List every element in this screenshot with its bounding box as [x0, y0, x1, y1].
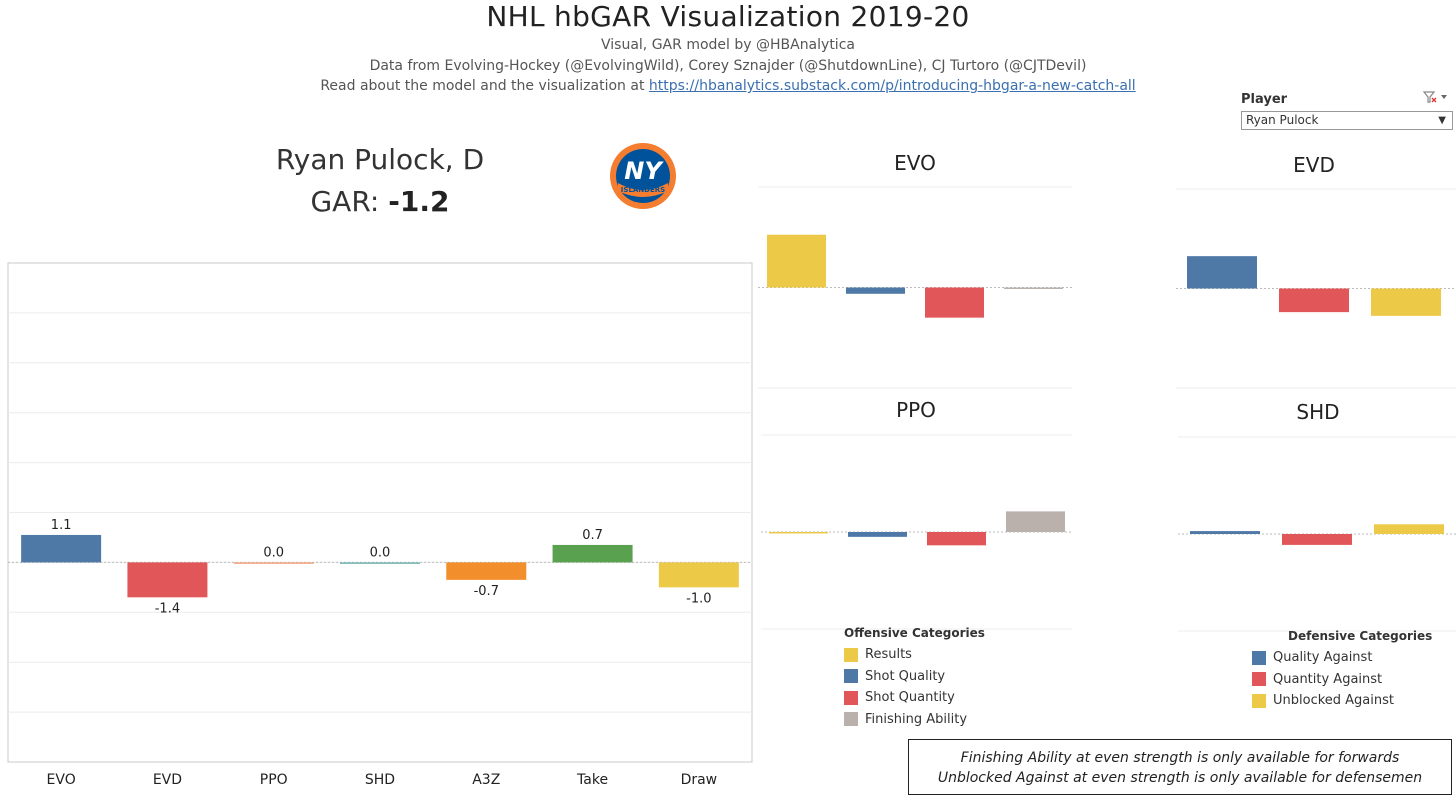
- bar-unblocked-against: [1371, 288, 1441, 316]
- legend-swatch: [844, 669, 858, 684]
- bar-results: [767, 234, 826, 288]
- bar-results: [769, 532, 828, 534]
- panel-title: PPO: [896, 398, 936, 422]
- legend-item: Shot Quantity: [844, 687, 985, 709]
- filter-clear-icon[interactable]: [1422, 90, 1448, 107]
- gar-total: GAR: -1.2: [230, 185, 530, 218]
- legend-item: Finishing Ability: [844, 709, 985, 731]
- bar-evd: [127, 562, 208, 598]
- note-line-2: Unblocked Against at even strength is on…: [937, 770, 1423, 786]
- bar-value-label: 1.1: [51, 518, 72, 533]
- legend-label: Results: [865, 647, 912, 663]
- chevron-down-icon: ▼: [1438, 115, 1446, 126]
- bar-quality-against: [1190, 531, 1260, 534]
- read-more-prefix: Read about the model and the visualizati…: [320, 78, 649, 94]
- ppo-breakdown-chart: PPO: [761, 398, 1072, 630]
- x-tick-label: PPO: [260, 772, 288, 788]
- bar-value-label: 0.7: [582, 528, 603, 543]
- article-link[interactable]: https://hbanalytics.substack.com/p/intro…: [648, 78, 1136, 94]
- bar-finishing-ability: [1004, 287, 1063, 289]
- evo-breakdown-chart: EVO: [758, 151, 1072, 389]
- legend-label: Unblocked Against: [1273, 693, 1394, 709]
- bar-evo: [21, 534, 102, 563]
- legend-swatch: [844, 647, 858, 662]
- x-tick-label: EVD: [153, 772, 182, 788]
- availability-note: Finishing Ability at even strength is on…: [908, 739, 1452, 795]
- bar-value-label: 0.0: [370, 545, 391, 560]
- legend-item: Results: [844, 644, 985, 666]
- bar-value-label: -1.0: [686, 591, 711, 606]
- note-line-1: Finishing Ability at even strength is on…: [960, 750, 1400, 766]
- shd-breakdown-chart: SHD: [1178, 400, 1456, 632]
- subtitle-data-sources: Data from Evolving-Hockey (@EvolvingWild…: [369, 58, 1087, 74]
- bar-shd: [340, 562, 420, 564]
- offensive-legend-title: Offensive Categories: [844, 626, 985, 640]
- legend-item: Shot Quality: [844, 666, 985, 688]
- bar-value-label: -0.7: [474, 584, 499, 599]
- bar-a3z: [446, 562, 527, 580]
- bar-shot-quantity: [925, 287, 984, 318]
- legend-swatch: [1252, 693, 1266, 708]
- x-tick-label: Draw: [681, 772, 718, 788]
- bar-finishing-ability: [1006, 511, 1065, 532]
- panel-title: EVD: [1293, 153, 1335, 177]
- defensive-legend: Defensive Categories Quality Against Quan…: [1252, 629, 1432, 712]
- bar-draw: [658, 562, 739, 588]
- legend-item: Unblocked Against: [1252, 690, 1432, 712]
- bar-take: [552, 544, 633, 563]
- bar-quantity-against: [1279, 288, 1349, 313]
- legend-swatch: [1252, 672, 1266, 687]
- legend-label: Finishing Ability: [865, 711, 968, 727]
- x-tick-label: SHD: [365, 772, 395, 788]
- legend-label: Shot Quantity: [865, 690, 955, 706]
- page-title: NHL hbGAR Visualization 2019-20: [486, 0, 970, 33]
- x-tick-label: Take: [576, 772, 608, 788]
- legend-label: Shot Quality: [865, 668, 946, 684]
- x-tick-label: EVO: [47, 772, 76, 788]
- legend-swatch: [844, 712, 858, 727]
- panel-title: SHD: [1296, 400, 1339, 424]
- legend-label: Quantity Against: [1273, 671, 1383, 687]
- gar-value: -1.2: [388, 185, 450, 218]
- team-logo-banner: ISLANDERS: [621, 186, 665, 194]
- legend-item: Quality Against: [1252, 647, 1432, 669]
- evd-breakdown-chart: EVD: [1176, 153, 1456, 389]
- offensive-legend: Offensive Categories Results Shot Quality…: [844, 626, 985, 730]
- player-name: Ryan Pulock, D: [275, 143, 485, 176]
- legend-swatch: [844, 690, 858, 705]
- gar-label: GAR:: [310, 185, 389, 218]
- main-gar-chart: 1.1 EVO -1.4 EVD 0.0 PPO 0.0 SHD -0.7 A3Z 0.7 Take -…: [7, 262, 753, 788]
- bar-quantity-against: [1282, 534, 1352, 545]
- bar-shot-quality: [848, 532, 907, 537]
- legend-label: Quality Against: [1273, 650, 1373, 666]
- subtitle-credit: Visual, GAR model by @HBAnalytica: [601, 37, 855, 53]
- team-logo: NY ISLANDERS: [608, 141, 678, 211]
- subtitle-read-more: Read about the model and the visualizati…: [0, 78, 1456, 94]
- legend-item: Quantity Against: [1252, 669, 1432, 691]
- panel-title: EVO: [894, 151, 936, 175]
- bar-shot-quality: [846, 287, 905, 294]
- team-logo-text: NY: [624, 157, 664, 185]
- legend-swatch: [1252, 650, 1266, 665]
- bar-unblocked-against: [1374, 524, 1444, 534]
- bar-value-label: 0.0: [263, 545, 284, 560]
- bar-value-label: -1.4: [155, 601, 180, 616]
- defensive-legend-title: Defensive Categories: [1288, 629, 1433, 643]
- x-tick-label: A3Z: [472, 772, 500, 788]
- bar-ppo: [233, 562, 314, 564]
- player-dropdown[interactable]: Ryan Pulock ▼: [1241, 111, 1453, 130]
- bar-shot-quantity: [927, 532, 986, 546]
- bar-quality-against: [1187, 256, 1257, 289]
- player-filter-label: Player: [1241, 92, 1288, 107]
- player-dropdown-value: Ryan Pulock: [1246, 113, 1319, 127]
